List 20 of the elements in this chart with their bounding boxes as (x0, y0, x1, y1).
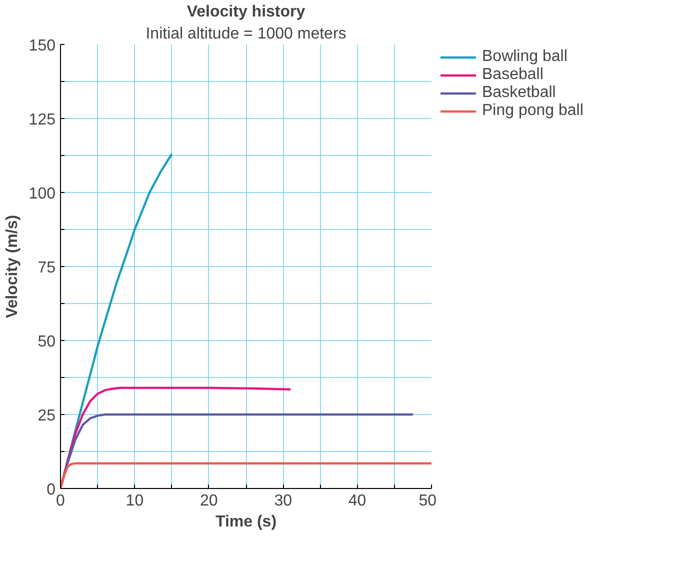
legend-label: Bowling ball (482, 48, 568, 66)
x-tick-label: 30 (274, 492, 292, 510)
legend-label: Baseball (482, 66, 544, 84)
x-tick-label: 50 (418, 492, 437, 510)
x-tick-label: 40 (348, 492, 366, 510)
y-tick-label: 25 (38, 408, 56, 424)
y-tick-label: 125 (28, 112, 56, 128)
y-axis-title: Velocity (m/s) (4, 214, 21, 318)
y-tick-label: 75 (38, 260, 56, 276)
legend-label: Ping pong ball (482, 102, 584, 120)
x-tick-label: 20 (200, 492, 218, 510)
chart-subtitle: Initial altitude = 1000 meters (146, 26, 346, 42)
x-axis-title: Time (s) (215, 514, 277, 530)
y-tick-label: 50 (38, 334, 56, 350)
y-tick-label: 0 (46, 482, 56, 498)
y-tick-label: 100 (28, 186, 56, 202)
x-tick-label: 10 (126, 492, 144, 510)
y-tick-label: 150 (28, 38, 56, 54)
legend-label: Basketball (482, 84, 556, 102)
chart-title: Velocity history (186, 4, 306, 20)
